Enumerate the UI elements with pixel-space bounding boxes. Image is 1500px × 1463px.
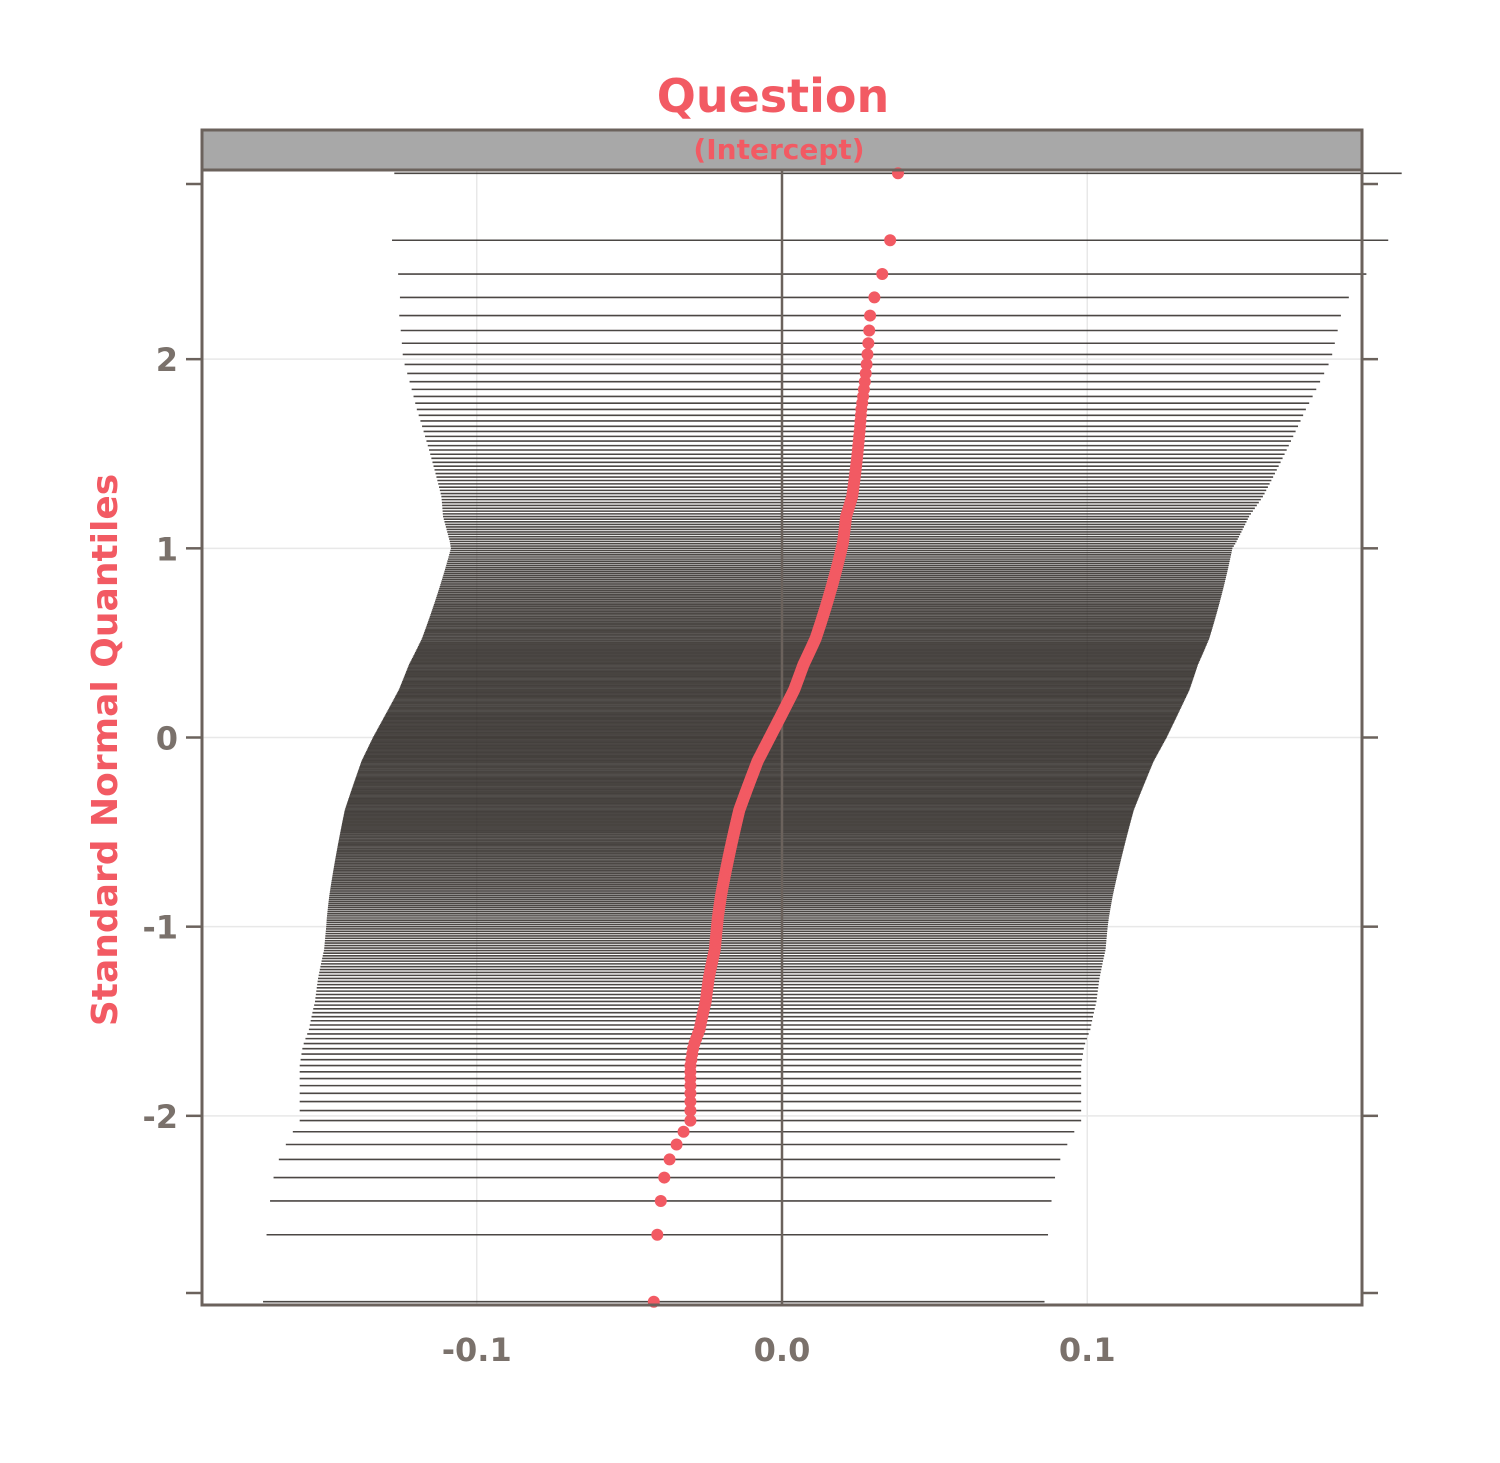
estimate-point <box>868 291 881 304</box>
chart-title: Question <box>657 69 890 123</box>
estimate-point <box>860 358 873 371</box>
x-tick-label: -0.1 <box>442 1331 512 1369</box>
x-tick-label: 0.1 <box>1059 1331 1116 1369</box>
estimate-point <box>677 1125 690 1138</box>
y-axis-label: Standard Normal Quantiles <box>85 474 126 1026</box>
estimate-point <box>861 348 874 361</box>
plot-area <box>202 167 1402 1308</box>
estimate-point <box>658 1171 671 1184</box>
estimate-point <box>663 1153 676 1166</box>
estimate-point <box>651 1228 664 1241</box>
estimate-point <box>884 234 897 247</box>
panel-strip-label: (Intercept) <box>693 133 864 166</box>
estimate-point <box>876 268 889 281</box>
panel-strip <box>200 128 1364 172</box>
estimate-point <box>859 367 872 380</box>
estimate-point <box>654 1194 667 1207</box>
y-tick-label: -2 <box>142 1098 178 1136</box>
estimate-point <box>863 324 876 337</box>
estimate-point <box>862 337 875 350</box>
y-tick-label: 1 <box>156 530 178 568</box>
estimate-point <box>670 1138 683 1151</box>
y-tick-label: 2 <box>156 341 178 379</box>
y-tick-label: 0 <box>156 720 178 758</box>
estimate-point <box>684 1095 697 1108</box>
estimate-point <box>864 309 877 322</box>
estimate-point <box>684 1114 697 1127</box>
y-tick-label: -1 <box>142 909 178 947</box>
estimate-point <box>684 1104 697 1117</box>
estimate-points <box>647 167 904 1308</box>
x-tick-label: 0.0 <box>754 1331 811 1369</box>
